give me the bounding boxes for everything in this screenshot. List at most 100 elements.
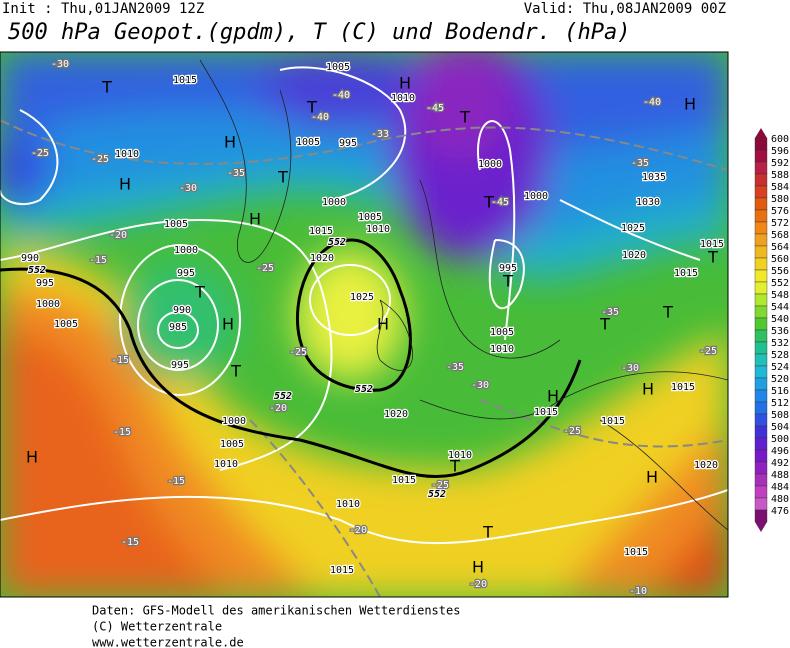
geopotential-label: 552 — [355, 384, 373, 395]
isobar-label: 1005 — [490, 327, 514, 338]
legend-swatch — [754, 329, 768, 343]
temperature-label: -15 — [121, 537, 139, 548]
temperature-label: -35 — [631, 158, 649, 169]
pressure-center: T — [599, 315, 610, 334]
isobar-label: 1015 — [674, 268, 698, 279]
legend-swatch — [754, 317, 768, 331]
valid-text: Valid: Thu,08JAN2009 00Z — [524, 1, 726, 17]
isobar-label: 1005 — [326, 62, 350, 73]
legend-swatch — [754, 449, 768, 463]
isobar-label: 1020 — [622, 250, 646, 261]
legend-label: 520 — [771, 374, 789, 385]
temperature-label: -40 — [311, 112, 329, 123]
pressure-center: T — [194, 283, 205, 302]
pressure-center: H — [642, 380, 654, 399]
pressure-center: T — [502, 272, 513, 291]
temperature-label: -25 — [289, 347, 307, 358]
pressure-center: H — [646, 468, 658, 487]
legend-label: 516 — [771, 386, 789, 397]
temperature-label: -15 — [113, 427, 131, 438]
isobar-label: 1010 — [391, 93, 415, 104]
isobar-label: 1000 — [322, 197, 346, 208]
map-title: 500 hPa Geopot.(gpdm), T (C) und Bodendr… — [8, 20, 631, 45]
legend-label: 500 — [771, 434, 789, 445]
isobar-label: 1010 — [366, 224, 390, 235]
legend-swatch — [754, 209, 768, 223]
legend-label: 508 — [771, 410, 789, 421]
legend-label: 496 — [771, 446, 789, 457]
temperature-label: -25 — [31, 148, 49, 159]
footer-line: (C) Wetterzentrale — [92, 620, 222, 634]
isobar-label: 1000 — [36, 299, 60, 310]
temperature-label: -25 — [256, 263, 274, 274]
temperature-label: -30 — [179, 183, 197, 194]
isobar-label: 1010 — [336, 499, 360, 510]
legend-label: 576 — [771, 206, 789, 217]
pressure-center: H — [249, 210, 261, 229]
temperature-label: -25 — [699, 346, 717, 357]
isobar-label: 1015 — [624, 547, 648, 558]
temperature-label: -35 — [446, 362, 464, 373]
isobar-label: 1015 — [534, 407, 558, 418]
temperature-label: -33 — [371, 129, 389, 140]
legend-label: 552 — [771, 278, 789, 289]
isobar-label: 1010 — [490, 344, 514, 355]
legend-swatch — [754, 461, 768, 475]
legend-swatch — [754, 473, 768, 487]
isobar-label: 1000 — [222, 416, 246, 427]
pressure-center: H — [222, 315, 234, 334]
legend-label: 504 — [771, 422, 789, 433]
geopotential-label: 552 — [428, 489, 446, 500]
legend-label: 488 — [771, 470, 789, 481]
legend-swatch — [754, 485, 768, 499]
temperature-label: -30 — [51, 59, 69, 70]
legend-label: 556 — [771, 266, 789, 277]
pressure-center: T — [277, 168, 288, 187]
legend-label: 564 — [771, 242, 789, 253]
legend-label: 492 — [771, 458, 789, 469]
isobar-label: 1010 — [214, 459, 238, 470]
isobar-label: 1015 — [309, 226, 333, 237]
isobar-label: 1015 — [671, 382, 695, 393]
pressure-center: T — [449, 457, 460, 476]
legend-swatch — [754, 185, 768, 199]
geopotential-label: 552 — [328, 237, 346, 248]
isobar-label: 1020 — [694, 460, 718, 471]
isobar-label: 1015 — [700, 239, 724, 250]
temperature-label: -20 — [349, 525, 367, 536]
temperature-label: -40 — [643, 97, 661, 108]
isobar-label: 990 — [173, 305, 191, 316]
isobar-label: 1010 — [115, 149, 139, 160]
map-frame — [0, 51, 729, 598]
legend-swatch — [754, 269, 768, 283]
isobar-label: 1015 — [601, 416, 625, 427]
legend-label: 580 — [771, 194, 789, 205]
legend-swatch — [754, 401, 768, 415]
isobar-label: 1005 — [220, 439, 244, 450]
pressure-center: T — [707, 248, 718, 267]
legend-label: 548 — [771, 290, 789, 301]
temperature-label: -25 — [431, 480, 449, 491]
init-text: Init : Thu,01JAN2009 12Z — [2, 1, 204, 17]
legend-swatch — [754, 341, 768, 355]
isobar-label: 1025 — [350, 292, 374, 303]
legend-swatch — [754, 281, 768, 295]
isobar-label: 995 — [339, 138, 357, 149]
isobar-label: 1030 — [636, 197, 660, 208]
pressure-center: H — [224, 133, 236, 152]
legend-label: 528 — [771, 350, 789, 361]
isobar-label: 1015 — [330, 565, 354, 576]
temperature-label: -35 — [601, 307, 619, 318]
footer-line: www.wetterzentrale.de — [92, 636, 244, 648]
pressure-center: T — [101, 78, 112, 97]
isobar-label: 1000 — [524, 191, 548, 202]
temperature-label: -20 — [109, 230, 127, 241]
legend-swatch — [754, 257, 768, 271]
temperature-label: -15 — [167, 476, 185, 487]
isobar-label: 995 — [36, 278, 54, 289]
isobar-label: 1010 — [448, 450, 472, 461]
legend-label: 560 — [771, 254, 789, 265]
temperature-label: -25 — [91, 154, 109, 165]
legend-swatch — [754, 137, 768, 151]
